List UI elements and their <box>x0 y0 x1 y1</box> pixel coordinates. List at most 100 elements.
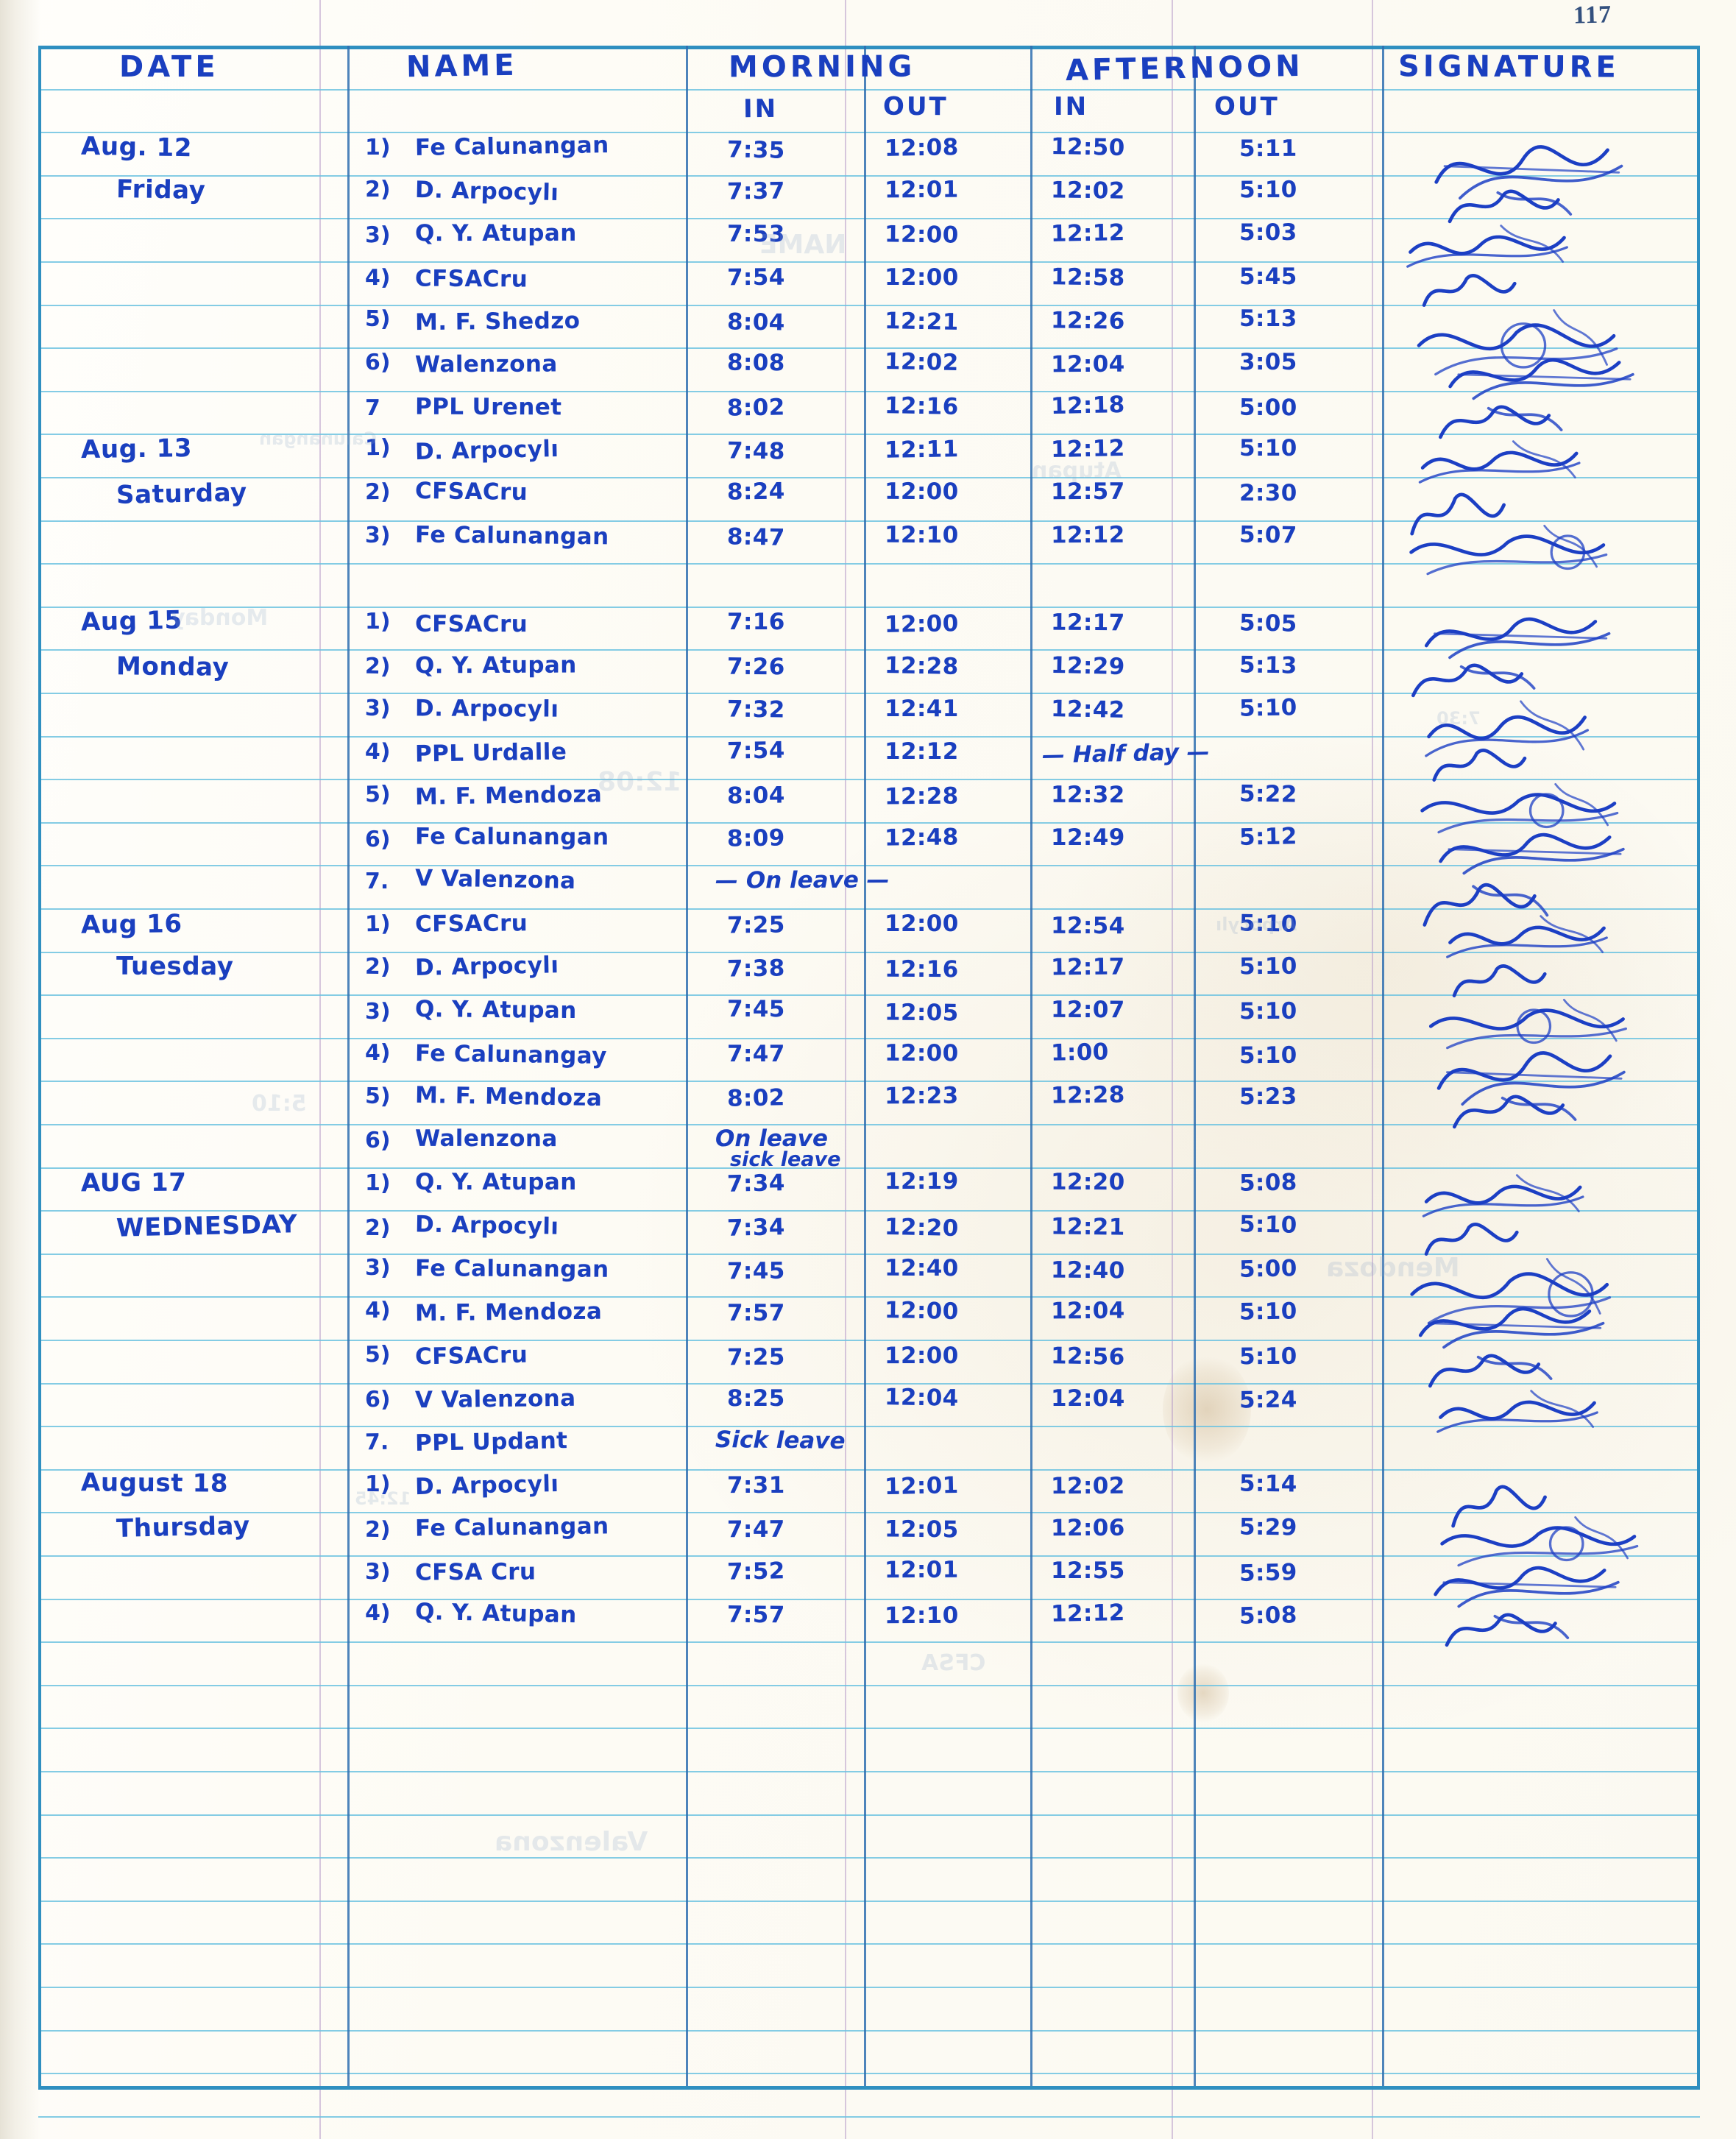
row-morning-in: 7:16 <box>726 609 785 636</box>
row-afternoon-in: 12:12 <box>1050 521 1125 548</box>
row-afternoon-in: 12:29 <box>1050 651 1126 681</box>
ruled-line <box>38 2029 1700 2032</box>
ruled-line <box>38 520 1700 522</box>
row-afternoon-out: 5:59 <box>1239 1559 1298 1588</box>
coffee-stain <box>1163 1354 1251 1465</box>
row-morning-in: 8:09 <box>726 824 785 852</box>
row-afternoon-in: 12:42 <box>1050 696 1125 724</box>
signature-mark <box>1412 432 1581 494</box>
ruled-line <box>38 779 1700 781</box>
date-name-divider <box>347 46 350 2086</box>
row-afternoon-out: 5:29 <box>1239 1513 1297 1541</box>
row-name: D. Arpocylı <box>414 694 559 723</box>
row-number: 2) <box>364 1516 391 1543</box>
ruled-line <box>38 1253 1700 1255</box>
row-afternoon-out: 5:14 <box>1239 1470 1297 1498</box>
row-leave-note: Sick leave <box>715 1426 846 1455</box>
row-morning-in: 7:37 <box>726 177 785 205</box>
ruled-line <box>38 1641 1700 1644</box>
signature-mark <box>1440 1079 1661 1141</box>
row-afternoon-out: 5:10 <box>1239 176 1297 203</box>
signature-mark <box>1432 1510 1639 1572</box>
row-morning-out: 12:16 <box>884 392 960 420</box>
row-number: 2) <box>364 1215 391 1241</box>
row-morning-out: 12:02 <box>884 347 960 376</box>
row-morning-out: 12:01 <box>884 1472 960 1501</box>
row-morning-in: 7:34 <box>726 1214 786 1242</box>
row-number: 4) <box>364 264 391 291</box>
block-date-line-2: Saturday <box>116 477 248 510</box>
row-afternoon-out: 5:05 <box>1239 609 1298 637</box>
row-number: 2) <box>364 177 391 203</box>
ruled-line <box>38 821 1700 824</box>
row-morning-in: 8:02 <box>726 1084 786 1113</box>
ruled-line <box>38 1296 1700 1298</box>
header-name: NAME <box>405 48 518 85</box>
row-afternoon-in: 12:54 <box>1050 912 1125 940</box>
ruled-line <box>38 218 1700 220</box>
header-morning-out: OUT <box>882 91 949 121</box>
ruled-line <box>38 1857 1700 1859</box>
row-morning-in: 7:47 <box>726 1040 785 1067</box>
header-afternoon: AFTERNOON <box>1065 49 1305 88</box>
ruled-line <box>38 1167 1700 1169</box>
name-morning-divider <box>686 46 688 2086</box>
row-name: D. Arpocylı <box>414 1470 559 1500</box>
ruled-line <box>38 1900 1700 1902</box>
ruled-line <box>38 1814 1700 1816</box>
row-afternoon-in: 12:26 <box>1050 307 1125 335</box>
row-afternoon-in: 12:50 <box>1050 132 1126 161</box>
row-morning-out: 12:19 <box>884 1167 959 1195</box>
header-morning: MORNING <box>728 49 916 85</box>
row-afternoon-out: 5:03 <box>1239 219 1297 247</box>
signature-mark <box>1424 1554 1645 1616</box>
ruled-line <box>38 1598 1700 1600</box>
row-afternoon-out: 5:00 <box>1239 1254 1298 1283</box>
row-morning-out: 12:11 <box>884 436 959 464</box>
row-number: 3) <box>364 1558 391 1585</box>
ruled-line <box>38 2115 1700 2118</box>
row-morning-in: 7:34 <box>726 1169 786 1198</box>
margin-rule <box>319 0 321 2139</box>
morning-afternoon-divider <box>1030 46 1032 2086</box>
row-name: D. Arpocylı <box>414 176 559 206</box>
ruled-line <box>38 261 1700 263</box>
row-morning-out: 12:10 <box>884 1602 959 1630</box>
signature-mark <box>1397 475 1574 554</box>
ruled-line <box>38 693 1700 694</box>
margin-rule <box>1372 0 1373 2139</box>
row-morning-out: 12:12 <box>884 738 959 765</box>
row-name: Q. Y. Atupan <box>414 219 577 247</box>
bleed-through-text: Atupan <box>1032 458 1122 484</box>
signature-mark <box>1399 216 1576 278</box>
signature-mark <box>1417 691 1638 769</box>
row-morning-out: 12:01 <box>884 176 959 204</box>
row-morning-in: 8:47 <box>726 523 786 551</box>
row-number: 3) <box>364 695 391 722</box>
row-name: Fe Calunangan <box>414 521 609 551</box>
signature-mark <box>1412 777 1618 839</box>
ruled-line <box>38 1987 1700 1988</box>
row-name: PPL Urdalle <box>414 738 567 768</box>
row-number: 1) <box>364 135 391 161</box>
ruled-line <box>38 1081 1700 1083</box>
row-afternoon-out: 2:30 <box>1239 479 1297 506</box>
row-afternoon-in: 12:49 <box>1050 824 1125 852</box>
ruled-line <box>38 434 1700 436</box>
row-morning-out: 12:00 <box>884 1343 959 1370</box>
row-afternoon-in: 12:12 <box>1050 219 1125 247</box>
row-afternoon-out: 5:11 <box>1239 135 1297 162</box>
row-name: M. F. Mendoza <box>414 1081 603 1112</box>
block-date-line-2: Tuesday <box>116 951 234 982</box>
row-afternoon-out: 5:10 <box>1239 694 1298 723</box>
row-morning-in: 8:08 <box>726 349 785 377</box>
bleed-through-text: 12:45 <box>355 1488 411 1509</box>
ruled-line <box>38 390 1700 392</box>
row-afternoon-out: 5:13 <box>1239 305 1297 333</box>
row-afternoon-out: 5:10 <box>1239 952 1297 980</box>
row-afternoon-out: 3:05 <box>1239 348 1297 376</box>
row-morning-out: 12:48 <box>884 824 959 852</box>
header-morning-in: IN <box>743 93 779 124</box>
signature-mark <box>1426 130 1647 208</box>
row-morning-in: 7:38 <box>726 955 786 983</box>
